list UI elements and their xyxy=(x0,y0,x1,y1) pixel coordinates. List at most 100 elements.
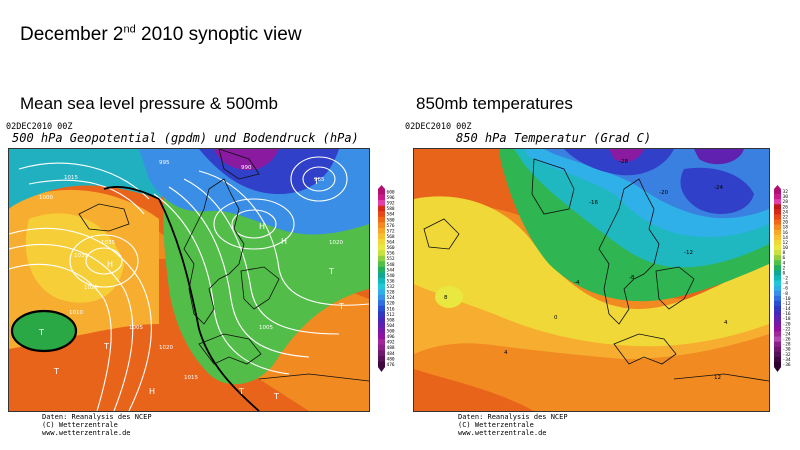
legend-label: 508 xyxy=(387,317,395,323)
legend-label: 516 xyxy=(387,306,395,312)
legend-swatch xyxy=(774,260,781,266)
credit-line: (C) Wetterzentrale xyxy=(42,421,118,429)
temperature-label: 12 xyxy=(714,375,721,381)
legend-label: -30 xyxy=(783,347,791,353)
legend-swatch xyxy=(378,216,385,223)
legend-label: 6 xyxy=(783,255,786,261)
legend-swatch xyxy=(774,311,781,317)
legend-swatch xyxy=(378,222,385,229)
legend-label: -28 xyxy=(783,342,791,348)
legend-swatch xyxy=(378,311,385,318)
legend-swatch xyxy=(774,316,781,322)
legend-swatch xyxy=(378,339,385,346)
legend-swatch xyxy=(378,305,385,312)
isobar-label: 1010 xyxy=(69,310,83,316)
left-panel-heading: Mean sea level pressure & 500mb xyxy=(20,94,278,113)
legend-swatch xyxy=(774,234,781,241)
isobar-label: 995 xyxy=(159,160,170,166)
temperature-label: -20 xyxy=(659,190,668,196)
high-pressure-marker: H xyxy=(281,237,287,246)
legend-swatch xyxy=(774,280,781,286)
temperature-label: -28 xyxy=(619,159,628,165)
slide-title-rest: 2010 synoptic view xyxy=(135,24,302,45)
legend-label: 26 xyxy=(783,204,789,210)
right-date-stamp: 02DEC2010 00Z xyxy=(405,122,472,132)
temperature-label: -24 xyxy=(714,185,723,191)
legend-swatch xyxy=(378,355,385,362)
legend-swatch xyxy=(774,351,781,358)
legend-swatch xyxy=(378,194,385,201)
legend-label: 476 xyxy=(387,362,395,368)
legend-label: -22 xyxy=(783,326,791,332)
isobar-label: 1035 xyxy=(101,240,115,246)
right-credit: Daten: Reanalysis des NCEP (C) Wetterzen… xyxy=(458,413,568,437)
legend-label: 16 xyxy=(783,230,789,236)
legend-label: 588 xyxy=(387,206,395,212)
legend-label: 500 xyxy=(387,329,395,335)
legend-swatch xyxy=(378,333,385,340)
legend-swatch xyxy=(774,331,781,337)
legend-label: 484 xyxy=(387,351,395,357)
legend-label: -24 xyxy=(783,331,791,337)
legend-swatch xyxy=(378,278,385,284)
legend-label: -26 xyxy=(783,337,791,343)
low-pressure-marker: T xyxy=(273,392,279,401)
legend-swatch xyxy=(774,219,781,225)
legend-swatch xyxy=(378,328,385,334)
slide-title-main: December 2 xyxy=(20,24,124,45)
legend-swatch xyxy=(774,346,781,353)
legend-label: 520 xyxy=(387,301,395,307)
legend-swatch xyxy=(774,305,781,312)
legend-label: 480 xyxy=(387,356,395,362)
low-pressure-marker: T xyxy=(38,328,44,337)
legend-label: 524 xyxy=(387,295,395,301)
low-pressure-marker: T xyxy=(313,177,319,186)
legend-label: 496 xyxy=(387,334,395,340)
legend-swatch xyxy=(378,300,385,307)
legend-label: 576 xyxy=(387,223,395,229)
legend-swatch xyxy=(378,322,385,329)
left-map-title: 500 hPa Geopotential (gpdm) und Bodendru… xyxy=(12,131,359,145)
low-pressure-marker: T xyxy=(328,267,334,276)
temperature-label: -16 xyxy=(589,200,598,206)
temperature-label: 8 xyxy=(444,295,448,301)
legend-label: 8 xyxy=(783,250,786,256)
legend-label: -36 xyxy=(783,362,791,368)
left-date-stamp: 02DEC2010 00Z xyxy=(6,122,73,132)
legend-swatch xyxy=(378,244,385,251)
legend-label: 0 xyxy=(783,270,786,276)
legend-label: 540 xyxy=(387,273,395,279)
legend-label: 592 xyxy=(387,201,395,207)
isobar-label: 1000 xyxy=(39,195,53,201)
low-pressure-marker: T xyxy=(103,342,109,351)
legend-swatch xyxy=(774,336,781,342)
right-map-title: 850 hPa Temperatur (Grad C) xyxy=(456,131,652,145)
legend-arrow-bottom xyxy=(378,367,385,372)
left-credit: Daten: Reanalysis des NCEP (C) Wetterzen… xyxy=(42,413,152,437)
legend-swatch xyxy=(774,250,781,256)
legend-label: -8 xyxy=(783,291,789,297)
legend-swatch xyxy=(378,361,385,368)
legend-label: 32 xyxy=(783,189,789,195)
legend-label: 20 xyxy=(783,220,789,226)
credit-line: Daten: Reanalysis des NCEP xyxy=(458,413,568,421)
slide-title: December 2nd 2010 synoptic view xyxy=(20,24,302,46)
legend-label: 28 xyxy=(783,199,789,205)
legend-label: -16 xyxy=(783,311,791,317)
temperature-label: 0 xyxy=(554,315,558,321)
slide-title-superscript: nd xyxy=(123,23,136,36)
legend-arrow-top xyxy=(378,185,385,189)
legend-swatch xyxy=(378,266,385,273)
legend-swatch xyxy=(774,214,781,220)
isobar-label: 990 xyxy=(241,165,252,171)
legend-label: 24 xyxy=(783,209,789,215)
legend-swatch xyxy=(378,350,385,357)
credit-line: www.wetterzentrale.de xyxy=(458,429,547,437)
high-pressure-marker: H xyxy=(107,260,113,269)
legend-label: 580 xyxy=(387,217,395,223)
legend-swatch xyxy=(774,290,781,297)
legend-label: 14 xyxy=(783,235,789,241)
legend-label: 568 xyxy=(387,234,395,240)
legend-swatch xyxy=(378,189,385,195)
legend-label: -18 xyxy=(783,316,791,322)
